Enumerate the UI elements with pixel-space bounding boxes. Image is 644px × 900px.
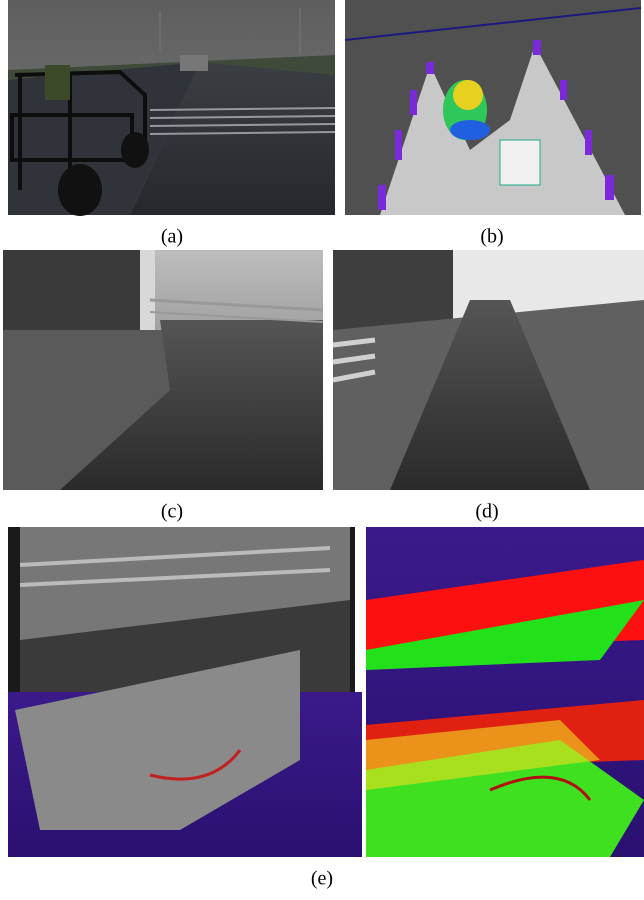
caption: (d): [475, 501, 498, 523]
panel-e: [8, 527, 644, 857]
panel-b: [345, 0, 641, 215]
figure-canvas: (a) (b) (c) (d): [0, 0, 644, 900]
caption: (a): [161, 226, 183, 248]
figure: (a) (b) (c) (d): [0, 0, 644, 900]
caption: (e): [311, 868, 333, 890]
panel-a: [8, 0, 335, 216]
panel-c: [3, 250, 323, 490]
panel-d: [333, 250, 644, 490]
caption: (c): [161, 501, 183, 523]
caption: (b): [480, 226, 503, 248]
